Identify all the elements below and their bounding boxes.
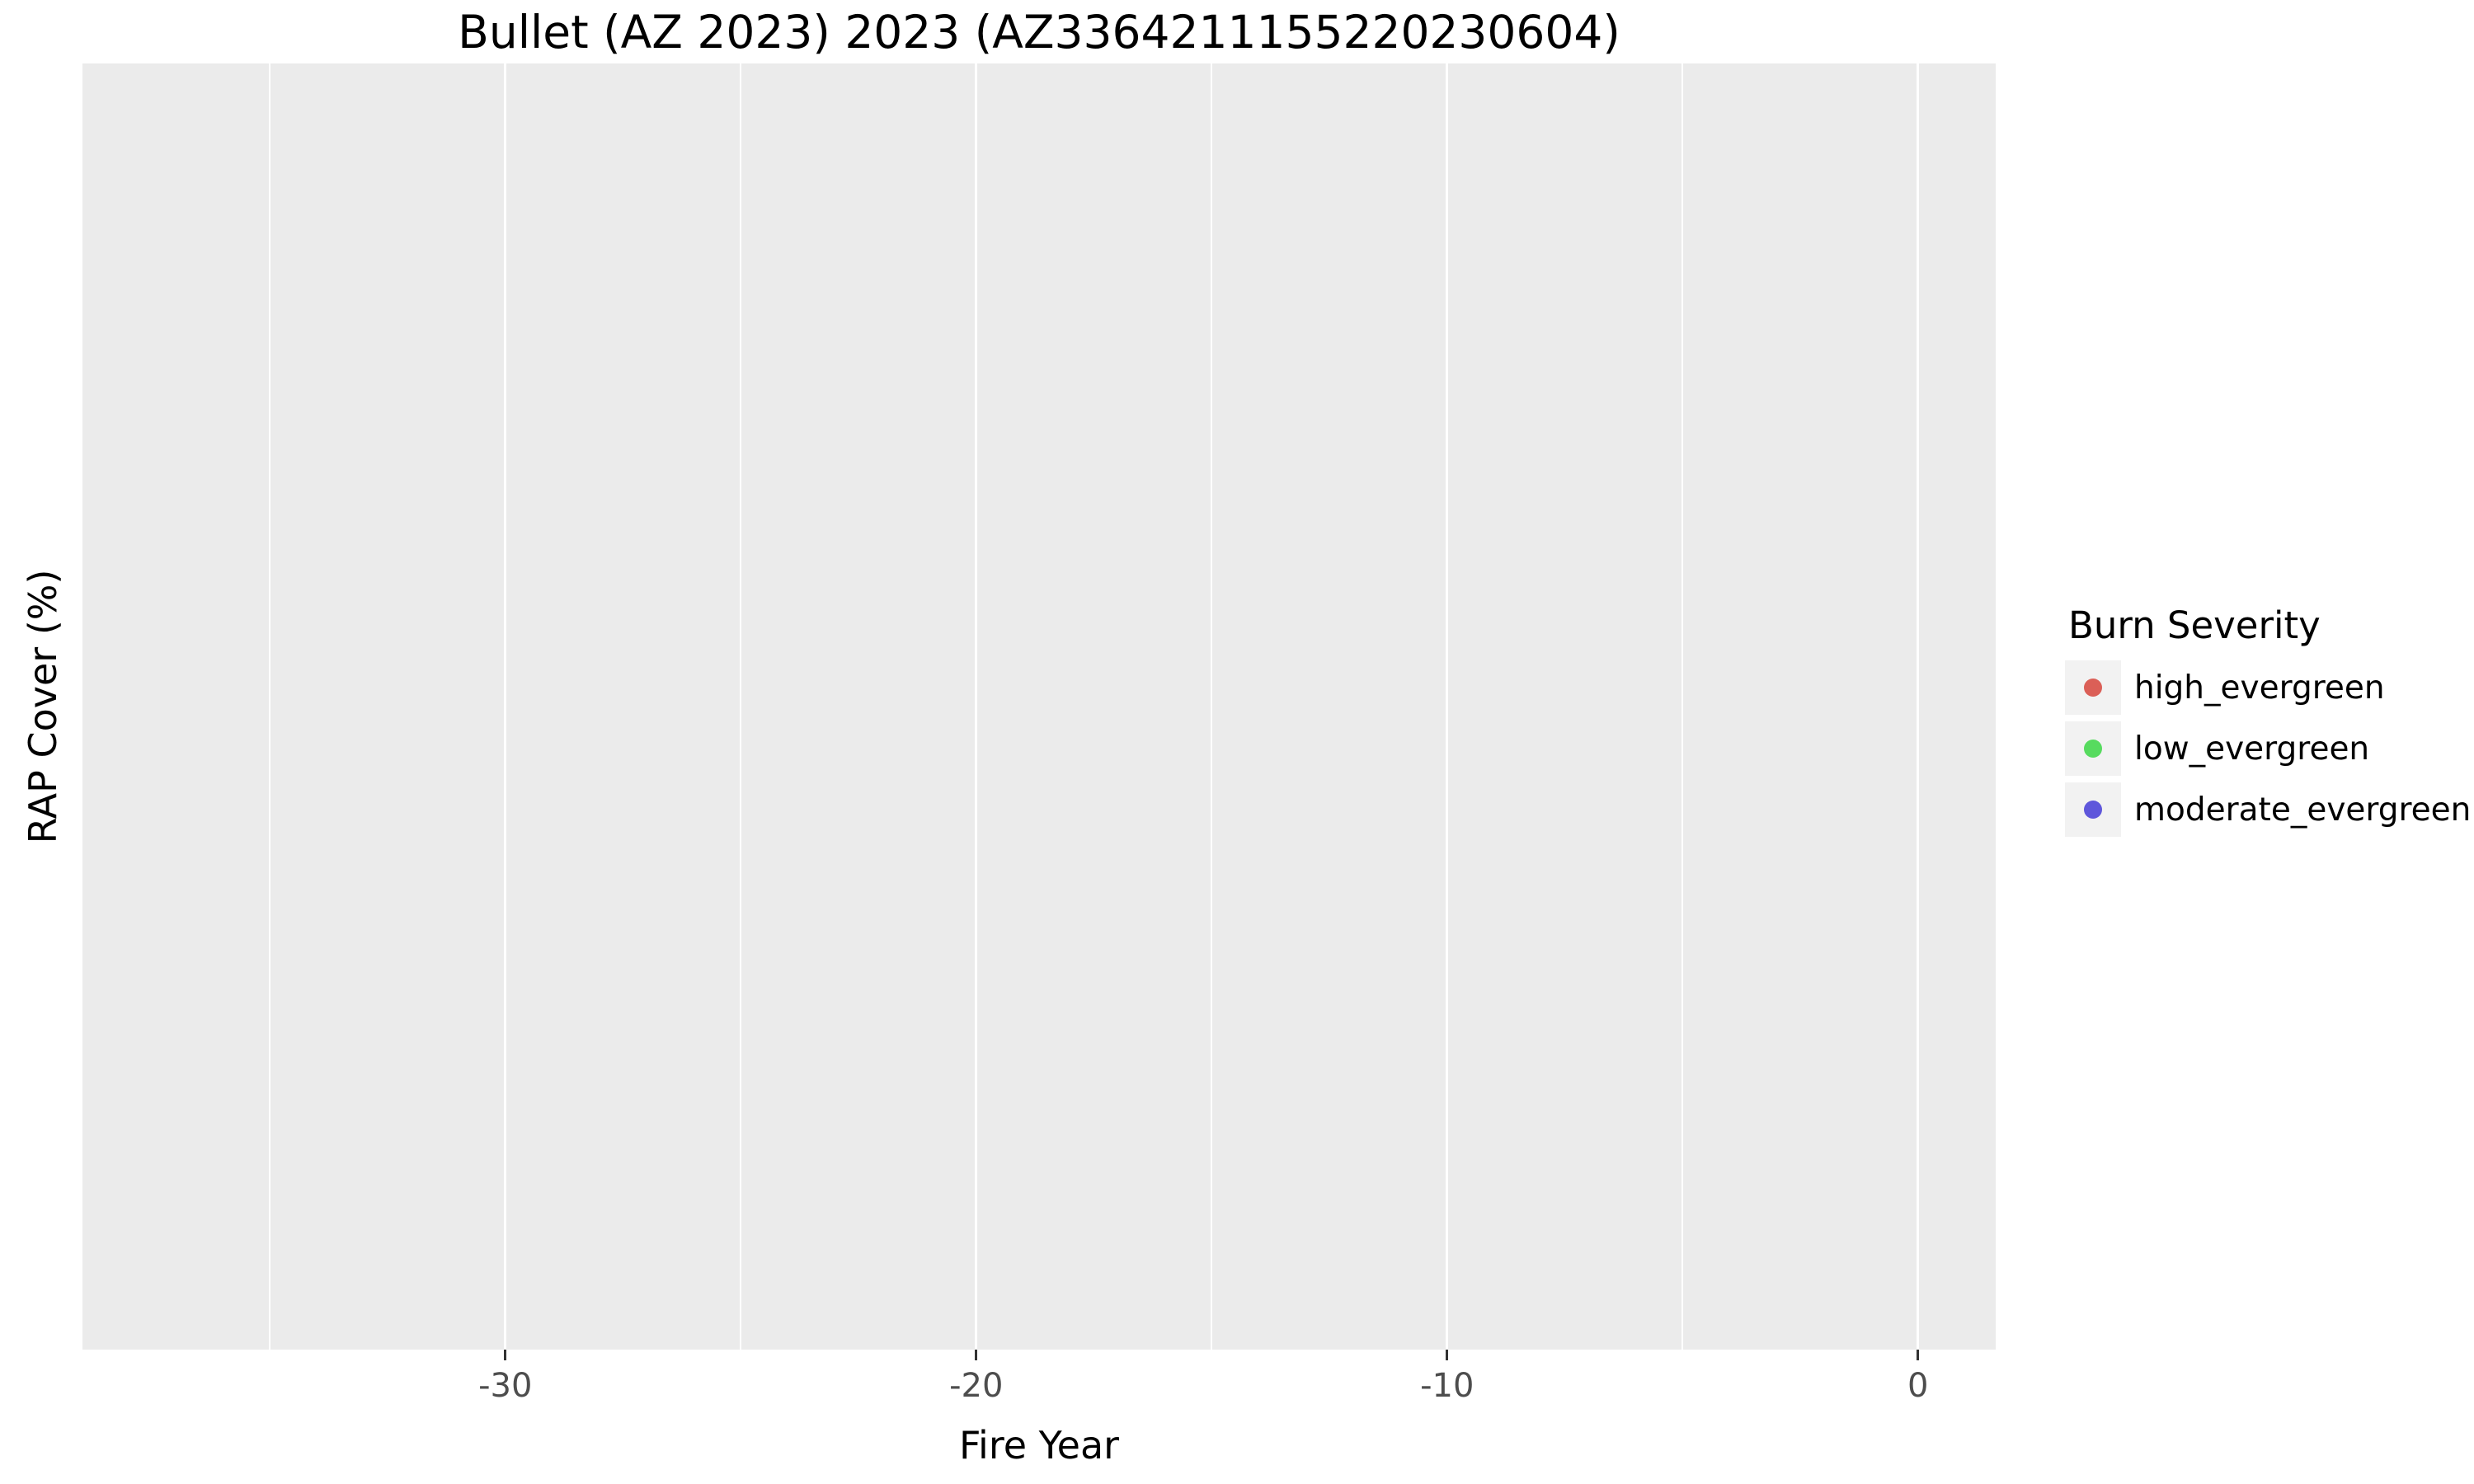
legend-item: moderate_evergreen — [2065, 782, 2471, 837]
x-gridline-major — [1917, 63, 1920, 1350]
x-tick-mark — [1446, 1350, 1449, 1360]
legend-color-dot — [2084, 679, 2102, 697]
x-tick-mark — [975, 1350, 978, 1360]
x-gridline-major — [504, 63, 507, 1350]
plot-panel — [82, 63, 1996, 1350]
legend-item-label: high_evergreen — [2134, 669, 2385, 707]
x-tick-label: -30 — [478, 1367, 533, 1405]
x-gridline-minor — [1681, 63, 1684, 1350]
legend-item: high_evergreen — [2065, 660, 2471, 715]
legend-key — [2065, 782, 2121, 837]
x-gridline-minor — [1211, 63, 1213, 1350]
legend-title: Burn Severity — [2068, 603, 2321, 647]
legend-item: low_evergreen — [2065, 721, 2471, 776]
legend-key — [2065, 660, 2121, 715]
x-tick-label: -20 — [949, 1367, 1004, 1405]
x-tick-mark — [1917, 1350, 1920, 1360]
chart-title: Bullet (AZ 2023) 2023 (AZ336421115522023… — [458, 6, 1620, 59]
x-tick-label: -10 — [1420, 1367, 1475, 1405]
legend-key — [2065, 721, 2121, 776]
legend: Burn Severity high_evergreen low_evergree… — [2065, 603, 2471, 843]
legend-items: high_evergreen low_evergreen moderate_ever… — [2065, 660, 2471, 837]
x-gridline-major — [975, 63, 978, 1350]
x-tick-label: 0 — [1907, 1367, 1929, 1405]
x-gridline-minor — [740, 63, 742, 1350]
legend-color-dot — [2084, 801, 2102, 819]
legend-color-dot — [2084, 740, 2102, 758]
x-gridline-minor — [269, 63, 271, 1350]
legend-item-label: low_evergreen — [2134, 730, 2370, 768]
x-tick-mark — [504, 1350, 507, 1360]
x-axis-title: Fire Year — [958, 1423, 1120, 1468]
x-gridline-major — [1446, 63, 1449, 1350]
y-axis-title: RAP Cover (%) — [21, 569, 65, 844]
legend-item-label: moderate_evergreen — [2134, 791, 2472, 829]
